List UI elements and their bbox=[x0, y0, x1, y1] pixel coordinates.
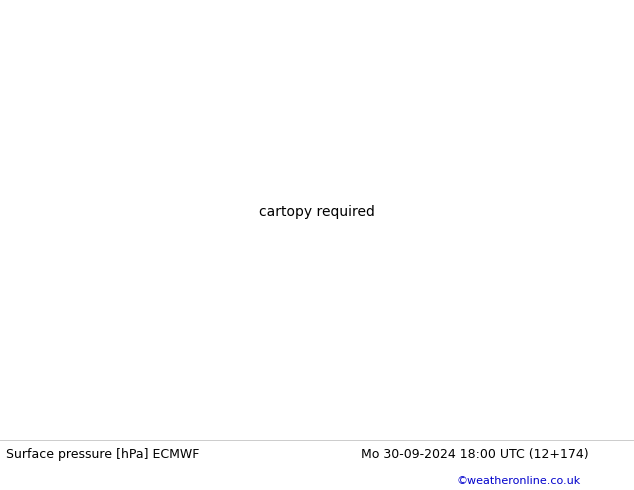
Text: Surface pressure [hPa] ECMWF: Surface pressure [hPa] ECMWF bbox=[6, 448, 200, 461]
Text: Mo 30-09-2024 18:00 UTC (12+174): Mo 30-09-2024 18:00 UTC (12+174) bbox=[361, 448, 589, 461]
Text: cartopy required: cartopy required bbox=[259, 205, 375, 219]
Text: ©weatheronline.co.uk: ©weatheronline.co.uk bbox=[456, 476, 581, 486]
